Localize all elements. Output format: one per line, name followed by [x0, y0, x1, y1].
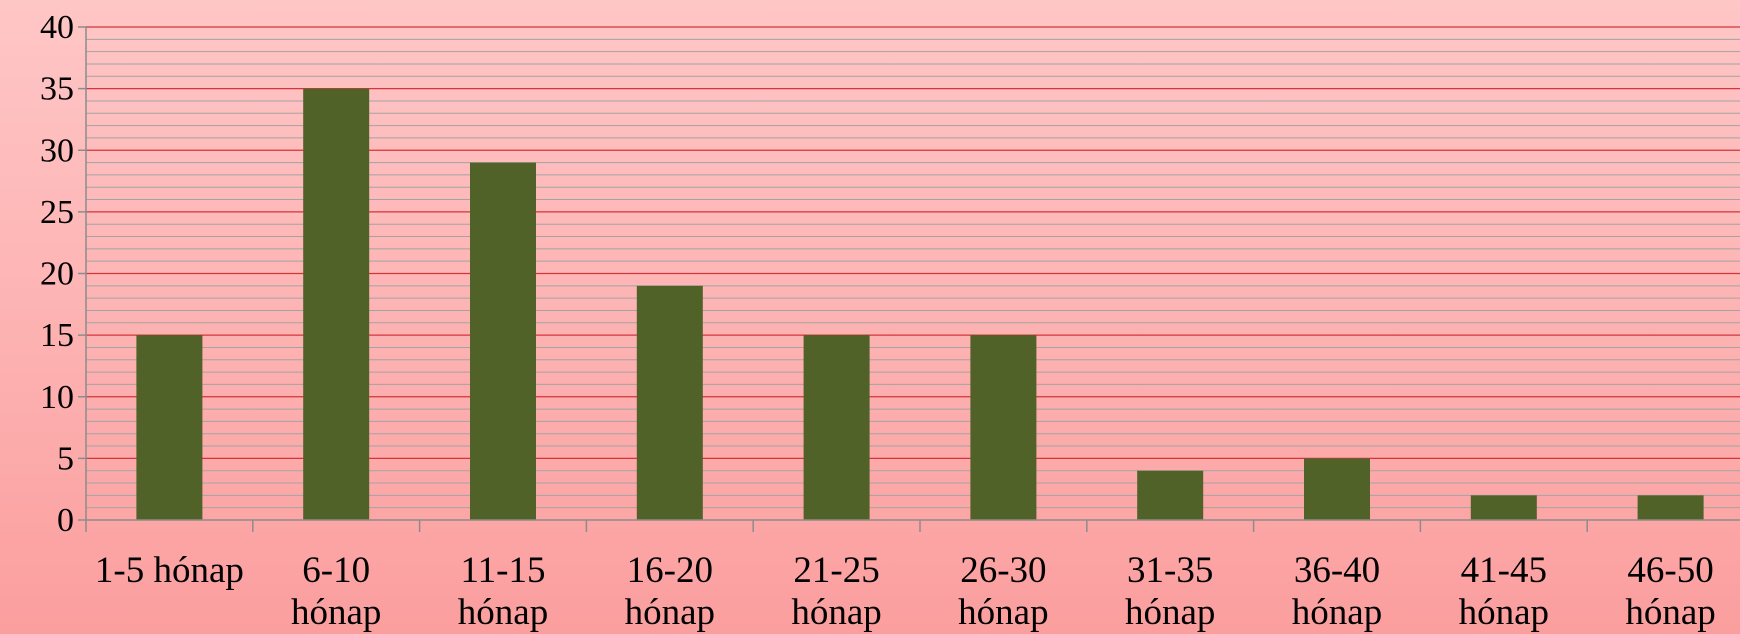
x-category-label-line: hónap — [625, 592, 715, 633]
bar — [1304, 458, 1370, 520]
x-category-label: 6-10 hónap — [291, 550, 381, 633]
x-category-label-line: hónap — [1292, 592, 1382, 633]
y-tick-label: 5 — [57, 440, 74, 477]
bar — [1637, 495, 1704, 520]
y-tick-label: 40 — [40, 9, 74, 46]
x-category-label-line: 46-50 — [1627, 550, 1713, 591]
y-tick-label: 25 — [40, 194, 74, 231]
x-category-label-line: 21-25 — [793, 550, 879, 591]
x-category-label-line: hónap — [791, 592, 881, 633]
bar — [1137, 470, 1204, 520]
x-category-label-line: hónap — [958, 592, 1048, 633]
x-category-label-line: hónap — [1625, 592, 1715, 633]
x-category-label-line: 41-45 — [1461, 550, 1547, 591]
bar — [636, 285, 703, 520]
y-tick-label: 15 — [40, 317, 74, 354]
y-tick-label: 30 — [40, 132, 74, 169]
bar — [803, 335, 870, 520]
y-tick-label: 0 — [57, 502, 74, 539]
x-category-label-line: 31-35 — [1127, 550, 1213, 591]
x-category-label: 26-30 hónap — [958, 550, 1048, 633]
x-category-label-line: hónap — [1459, 592, 1549, 633]
bar — [970, 335, 1037, 520]
x-category-label: 46-50 hónap — [1625, 550, 1715, 633]
x-category-label: 21-25 hónap — [791, 550, 881, 633]
x-category-label-line: hónap — [291, 592, 381, 633]
x-category-label-line: hónap — [1125, 592, 1215, 633]
x-category-label-line: 26-30 — [960, 550, 1046, 591]
bar — [136, 335, 203, 520]
x-category-label: 11-15 hónap — [458, 550, 548, 633]
bars — [136, 88, 1704, 520]
x-category-label: 1-5 hónap — [95, 550, 244, 591]
x-category-label-line: hónap — [458, 592, 548, 633]
x-category-label: 31-35 hónap — [1125, 550, 1215, 633]
x-category-label-line: 6-10 — [302, 550, 370, 591]
x-category-label: 36-40 hónap — [1292, 550, 1382, 633]
axes — [78, 26, 1740, 532]
y-tick-label: 20 — [40, 256, 74, 293]
x-category-label-line: 1-5 hónap — [95, 550, 244, 591]
bar — [1470, 495, 1537, 520]
y-tick-label: 35 — [40, 71, 74, 108]
bar — [470, 162, 536, 520]
x-category-label: 41-45 hónap — [1459, 550, 1549, 633]
bar — [303, 88, 370, 520]
y-tick-label: 10 — [40, 379, 74, 416]
x-category-label-line: 36-40 — [1294, 550, 1380, 591]
x-category-label-line: 16-20 — [627, 550, 713, 591]
x-category-label: 16-20 hónap — [625, 550, 715, 633]
x-category-label-line: 11-15 — [461, 550, 546, 591]
